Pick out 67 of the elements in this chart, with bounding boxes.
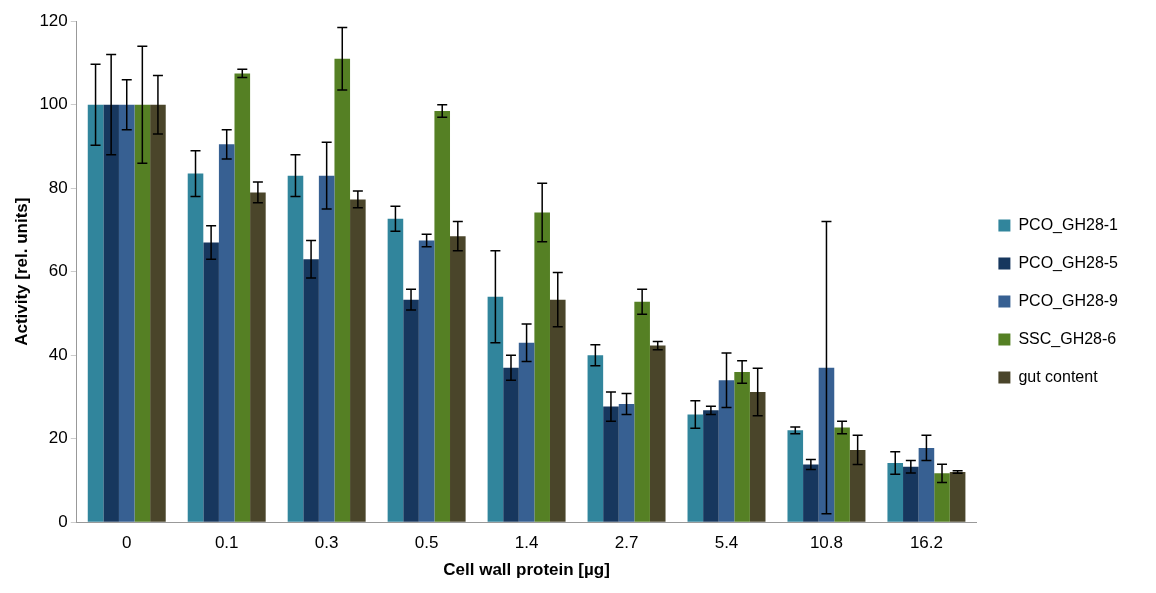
bar bbox=[887, 462, 904, 522]
bar bbox=[787, 430, 804, 522]
bar bbox=[103, 104, 119, 522]
x-tick-label: 2.7 bbox=[614, 533, 639, 553]
bar bbox=[934, 473, 950, 522]
legend-label: PCO_GH28-1 bbox=[1018, 215, 1119, 234]
bar bbox=[87, 104, 104, 522]
bar bbox=[949, 472, 966, 522]
x-tick-label: 1.4 bbox=[514, 533, 539, 553]
x-tick-label: 16.2 bbox=[909, 533, 943, 553]
y-tick-label: 60 bbox=[48, 261, 68, 281]
bar bbox=[749, 391, 766, 522]
y-tick-label: 80 bbox=[48, 177, 68, 197]
legend-label: PCO_GH28-5 bbox=[1018, 253, 1119, 272]
bar bbox=[503, 367, 519, 522]
bar bbox=[303, 259, 319, 522]
y-tick-label: 40 bbox=[48, 344, 68, 364]
bar bbox=[418, 240, 435, 522]
bar bbox=[334, 58, 351, 522]
bar bbox=[203, 242, 219, 522]
bar bbox=[849, 449, 866, 522]
x-tick-label: 10.8 bbox=[809, 533, 844, 553]
bar bbox=[534, 212, 550, 522]
bar bbox=[134, 104, 151, 522]
y-axis-title: Activity [rel. units] bbox=[11, 197, 31, 346]
bar bbox=[250, 192, 266, 522]
bar bbox=[918, 447, 935, 522]
bar bbox=[387, 218, 404, 522]
bar bbox=[549, 299, 566, 522]
bar bbox=[903, 466, 919, 522]
bar bbox=[187, 173, 204, 522]
bar bbox=[403, 299, 419, 522]
bar bbox=[803, 464, 819, 522]
legend-label: SSC_GH28-6 bbox=[1018, 329, 1117, 348]
y-tick-label: 0 bbox=[58, 511, 68, 531]
x-tick-label: 0 bbox=[122, 533, 132, 553]
bar bbox=[734, 371, 750, 522]
bar bbox=[649, 345, 666, 522]
bar bbox=[718, 380, 735, 522]
bar bbox=[318, 175, 335, 522]
y-tick-label: 20 bbox=[48, 428, 68, 448]
bar bbox=[834, 427, 850, 522]
bar bbox=[587, 355, 604, 522]
bar bbox=[118, 104, 135, 522]
bar bbox=[634, 301, 650, 522]
bar bbox=[434, 110, 451, 522]
x-tick-label: 0.5 bbox=[414, 533, 439, 553]
bar bbox=[518, 342, 535, 522]
legend-label: gut content bbox=[1018, 367, 1099, 385]
x-tick-label: 0.1 bbox=[214, 533, 239, 553]
y-tick-label: 100 bbox=[39, 94, 68, 114]
bar bbox=[234, 73, 251, 522]
bar bbox=[218, 144, 235, 522]
bar bbox=[687, 414, 704, 522]
legend-label: PCO_GH28-9 bbox=[1018, 291, 1119, 310]
bar bbox=[287, 175, 304, 522]
bar bbox=[603, 406, 619, 522]
bar bbox=[487, 296, 504, 522]
bar bbox=[350, 199, 366, 522]
x-axis-title: Cell wall protein [µg] bbox=[443, 560, 610, 580]
bar bbox=[703, 410, 719, 522]
x-tick-label: 0.3 bbox=[314, 533, 339, 553]
x-tick-label: 5.4 bbox=[714, 533, 739, 553]
bar bbox=[618, 404, 635, 522]
bar bbox=[450, 236, 466, 522]
y-tick-label: 120 bbox=[39, 10, 68, 30]
bar bbox=[150, 104, 166, 522]
